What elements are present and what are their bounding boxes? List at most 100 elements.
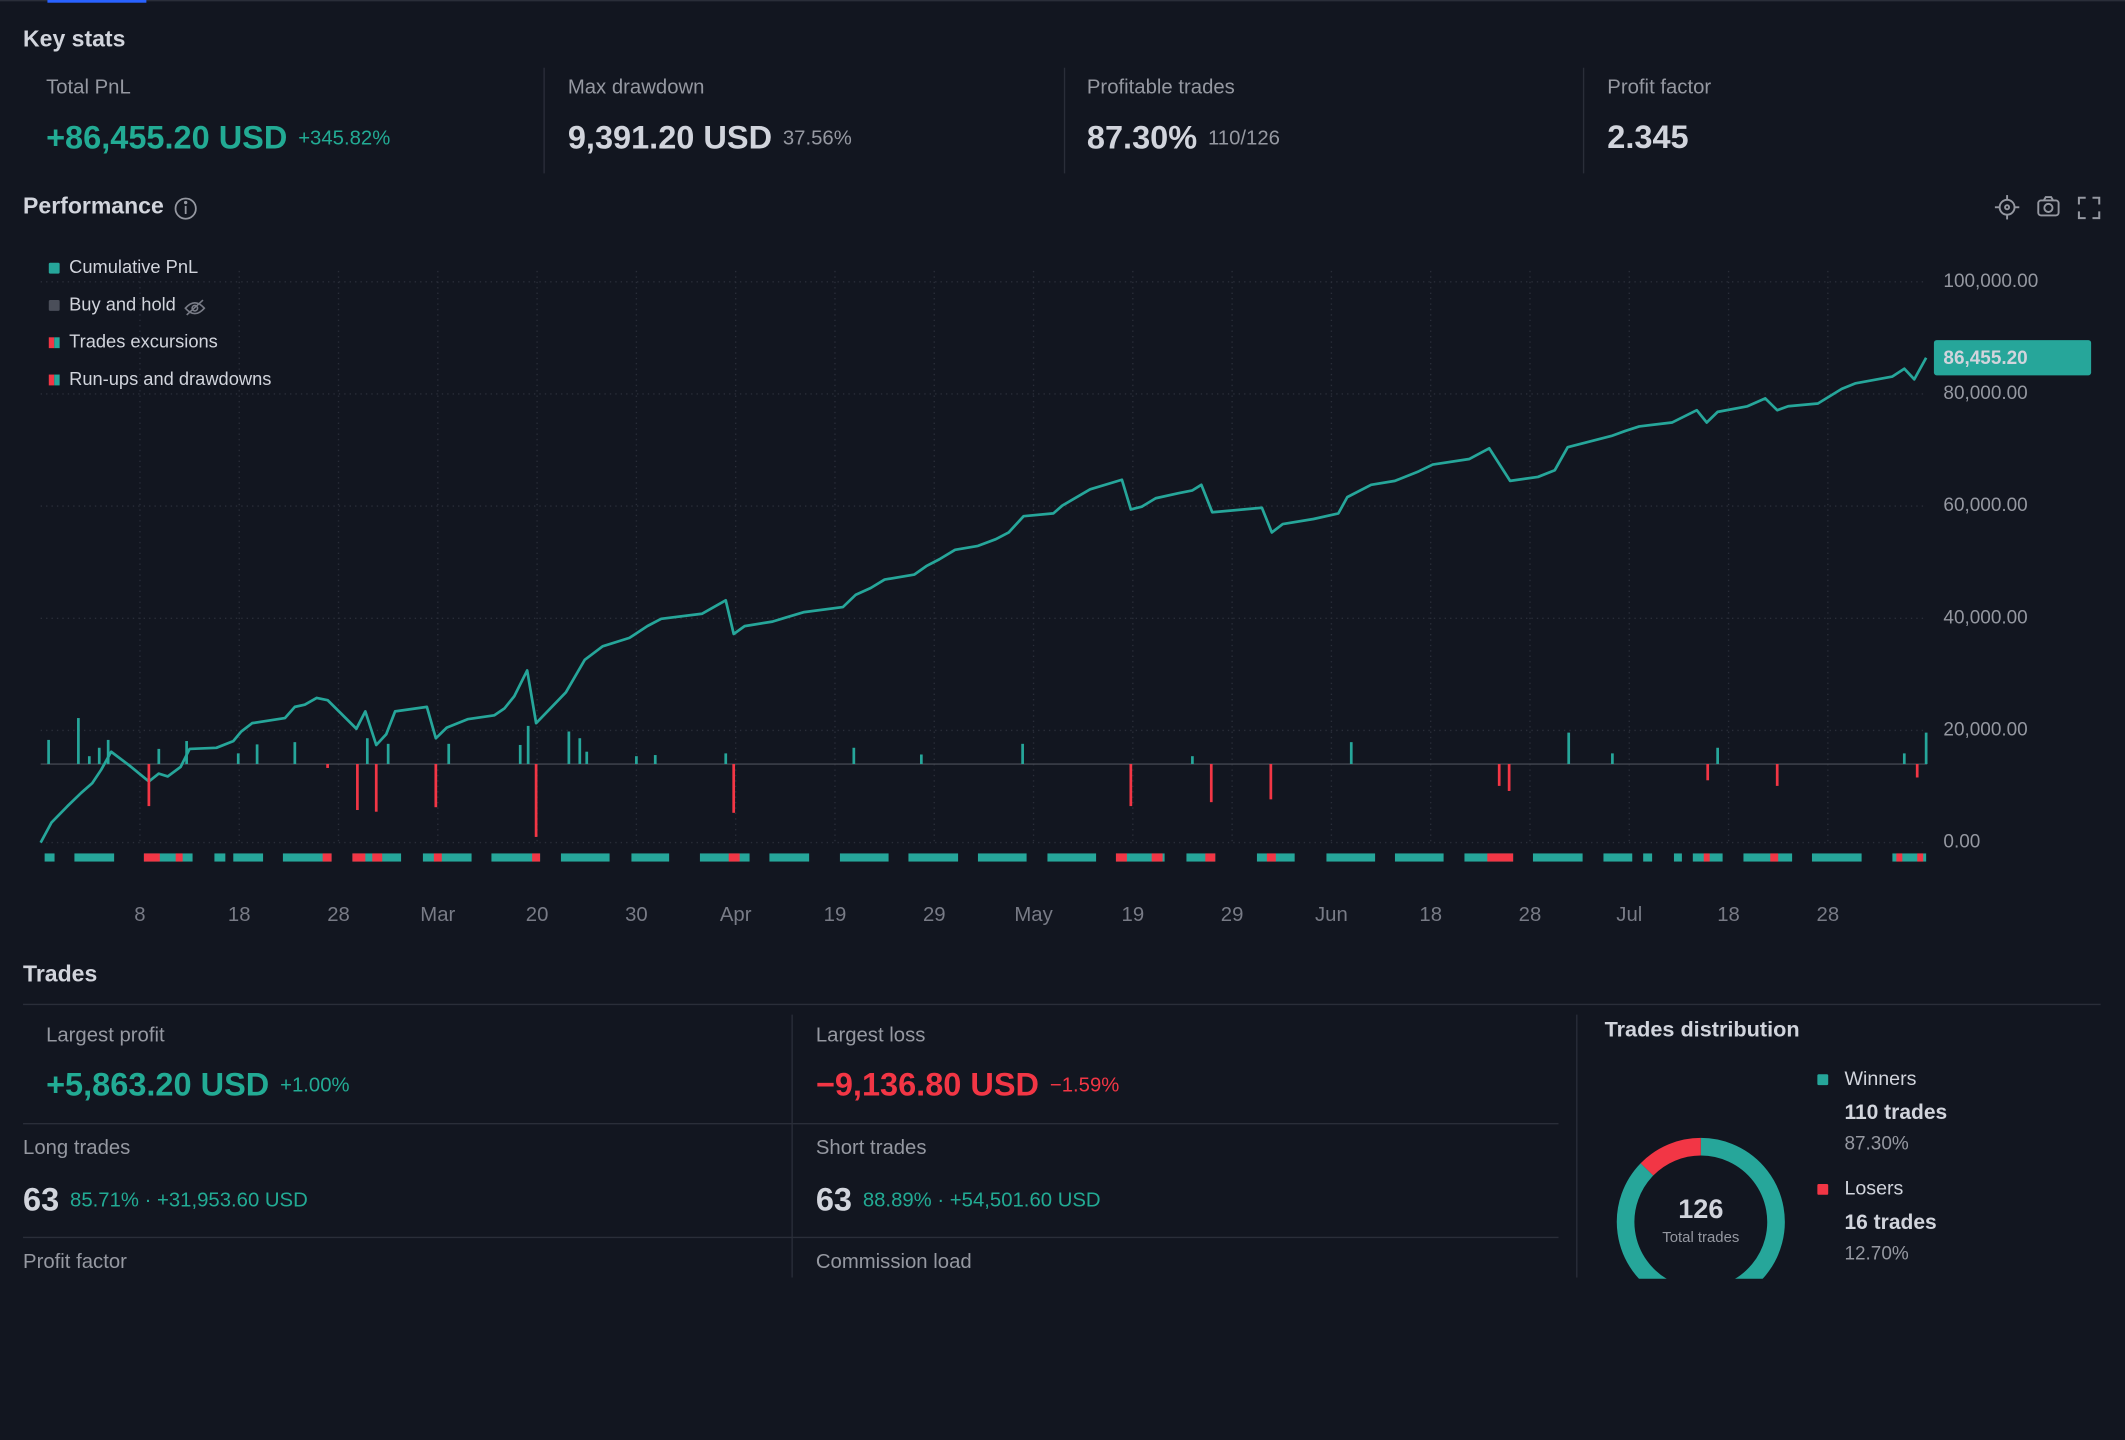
cell-value: 63: [816, 1181, 852, 1217]
run-up-bar: [77, 718, 80, 765]
trade-segment: [44, 853, 55, 862]
losing-trade-segment: [372, 853, 383, 862]
x-tick-label: Jul: [1616, 904, 1642, 926]
losing-trade-segment: [1770, 853, 1779, 862]
cell-label: Commission load: [816, 1251, 972, 1273]
drawdown-bar: [356, 764, 359, 811]
cell-sub: +1.00%: [280, 1075, 349, 1097]
info-icon[interactable]: [174, 197, 197, 220]
y-tick-label: 20,000.00: [1943, 719, 2027, 740]
trade-segment: [491, 853, 541, 862]
drawdown-bar: [374, 764, 378, 812]
trade-segment: [74, 853, 115, 862]
trade-segment: [1673, 853, 1682, 862]
chart-title: Trades distribution: [1605, 1017, 1800, 1042]
run-up-bar: [365, 738, 369, 765]
stat-value: 9,391.20 USD 37.56%: [568, 119, 852, 155]
run-up-bar: [518, 744, 522, 765]
run-up-bar: [578, 738, 582, 765]
run-up-bar: [1611, 753, 1614, 765]
x-tick-label: 19: [1122, 904, 1145, 926]
legend-swatch: [54, 374, 60, 386]
trade-segment: [699, 853, 750, 862]
run-up-bar: [447, 743, 451, 765]
cell-value: +5,863.20 USD +1.00%: [46, 1066, 350, 1102]
visibility-toggle[interactable]: [184, 299, 206, 316]
trade-segment: [977, 853, 1027, 862]
stat-sub: 37.56%: [783, 128, 852, 150]
slice-count: 110 trades: [1844, 1101, 1947, 1124]
y-tick-label: 60,000.00: [1943, 495, 2027, 516]
donut-legend: Winners 110 trades 87.30% Losers 16 trades 12…: [1817, 1068, 1947, 1264]
run-up-bar: [386, 743, 390, 765]
slice-percent: 12.70%: [1844, 1243, 1908, 1264]
losing-trade-segment: [1487, 853, 1514, 862]
fullscreen-button[interactable]: [2077, 196, 2101, 220]
run-up-bar: [87, 756, 91, 765]
losing-trade-segment: [143, 853, 160, 862]
trade-segment: [769, 853, 810, 862]
drawdown-bar: [434, 764, 438, 808]
trade-segment: [214, 853, 226, 862]
donut-chart: [1616, 1137, 1785, 1279]
chart-title: Performance: [23, 192, 164, 218]
trade-segment: [631, 853, 670, 862]
trade-segment: [1256, 853, 1295, 862]
run-up-bar: [1349, 742, 1353, 765]
run-up-bar: [1902, 753, 1906, 765]
x-tick-label: Mar: [420, 904, 455, 926]
run-up-bar: [185, 741, 188, 765]
run-up-bar: [653, 755, 657, 765]
trade-segment: [1115, 853, 1165, 862]
performance-chart: 0.00 20,000.00 40,000.00 60,000.00 80,000.00…: [39, 256, 2092, 926]
stat-value: 2.345: [1607, 119, 1688, 155]
run-up-bar: [1567, 732, 1571, 765]
run-up-bar: [567, 731, 571, 765]
cell-sub: 88.89% · +54,501.60 USD: [863, 1190, 1101, 1212]
x-tick-label: 18: [228, 904, 251, 926]
legend-swatch: [48, 300, 60, 311]
screenshot-button[interactable]: [2037, 196, 2060, 217]
drawdown-bar: [326, 764, 329, 768]
run-up-bar: [236, 753, 240, 765]
drawdown-bar: [534, 764, 538, 837]
legend-entry: Trades excursions: [69, 331, 218, 352]
losing-trade-segment: [1703, 853, 1710, 862]
crosshair-button[interactable]: [1994, 195, 2020, 220]
x-tick-label: 20: [526, 904, 549, 926]
losing-trade-segment: [175, 853, 183, 862]
losing-trade-segment: [1266, 853, 1276, 862]
trade-segment: [1326, 853, 1376, 862]
x-tick-label: 29: [1221, 904, 1244, 926]
trade-segment: [1892, 853, 1927, 862]
y-tick-label: 100,000.00: [1943, 271, 2038, 292]
section-title: Trades: [23, 960, 97, 986]
run-up-bar: [157, 748, 161, 765]
x-tick-label: 28: [1817, 904, 1840, 926]
x-tick-label: 28: [327, 904, 350, 926]
trade-segment: [560, 853, 610, 862]
cell-label: Profit factor: [23, 1251, 127, 1273]
losing-trade-segment: [532, 853, 541, 862]
losing-trade-segment: [322, 853, 332, 862]
cell-value: −9,136.80 USD: [816, 1066, 1039, 1102]
run-up-bar: [255, 744, 259, 765]
donut-slice: [1640, 1137, 1702, 1176]
trade-segment: [1394, 853, 1444, 862]
last-value-badge: [1933, 340, 2092, 376]
cell-value: −9,136.80 USD −1.59%: [816, 1066, 1120, 1102]
drawdown-bar: [732, 764, 736, 813]
eye-icon: [184, 301, 206, 315]
donut-slice: [1616, 1137, 1785, 1279]
trade-segment: [1743, 853, 1793, 862]
drawdown-bar: [147, 764, 151, 807]
x-tick-label: Apr: [720, 904, 752, 926]
run-up-bar: [724, 753, 728, 765]
drawdown-bar: [1269, 764, 1273, 800]
drawdown-bar: [1915, 764, 1919, 778]
x-tick-label: 8: [134, 904, 145, 926]
stat-label: Max drawdown: [568, 76, 705, 98]
cell-label: Long trades: [23, 1137, 130, 1159]
